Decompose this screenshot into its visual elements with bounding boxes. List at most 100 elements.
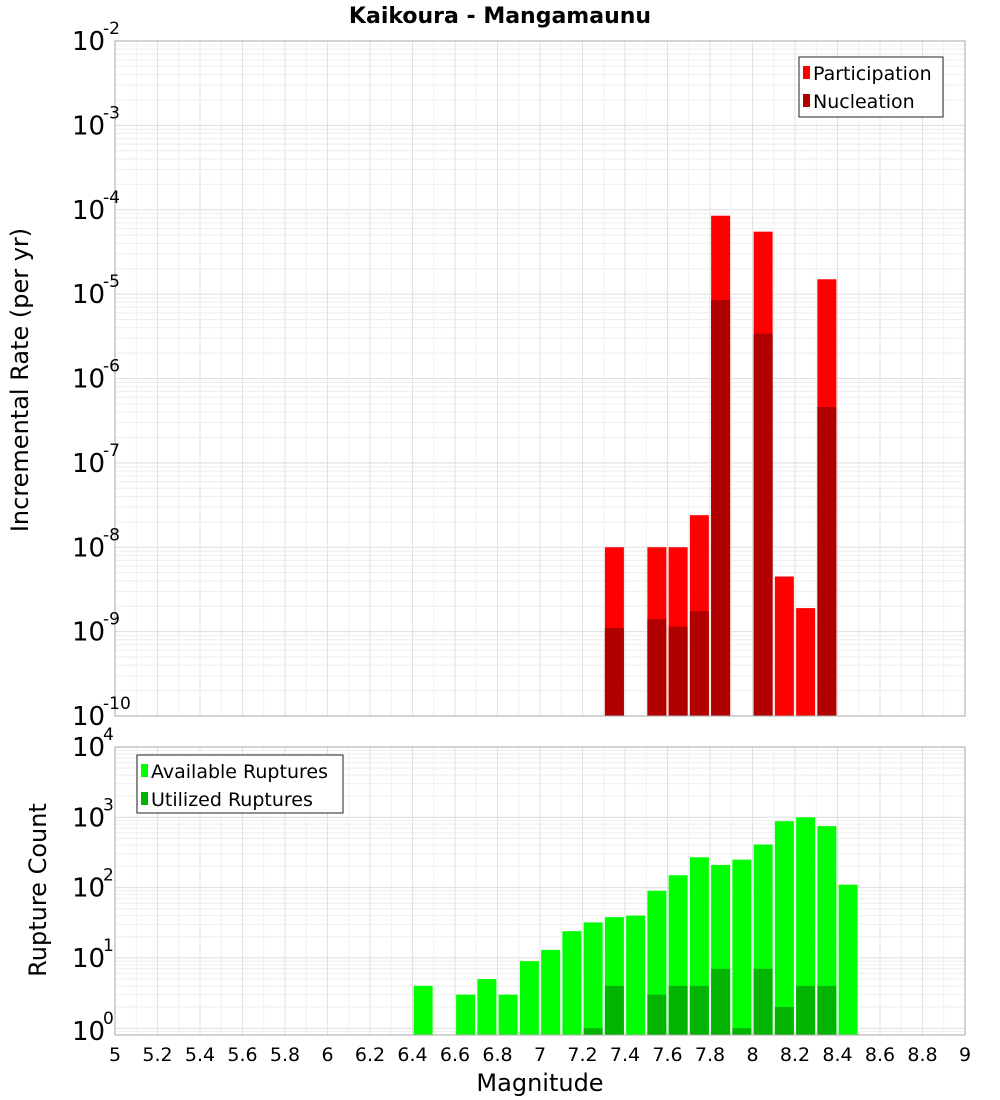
rate-panel: 10-1010-910-810-710-610-510-410-310-2Par… [72, 19, 966, 732]
rate-series-1 [604, 300, 837, 716]
x-tick-label: 7.2 [567, 1044, 597, 1066]
x-tick-label: 7 [534, 1044, 546, 1066]
x-tick-label: 6.4 [397, 1044, 427, 1066]
y-tick-exponent: -3 [103, 103, 120, 123]
bar [774, 1007, 794, 1035]
bar [668, 626, 688, 716]
y-tick-label: 10 [72, 280, 105, 310]
y-tick-exponent: -9 [103, 610, 120, 630]
legend-entry: Available Ruptures [151, 761, 328, 783]
legend-entry: Nucleation [813, 91, 915, 113]
bar [817, 826, 837, 1035]
bar [626, 915, 646, 1035]
bar [732, 859, 752, 1035]
rate-y-axis-label: Incremental Rate (per yr) [6, 228, 34, 532]
bar [796, 817, 816, 1035]
y-tick-label: 10 [72, 365, 105, 395]
legend-entry: Utilized Ruptures [151, 789, 313, 811]
x-tick-label: 8.8 [907, 1044, 937, 1066]
chart-title: Kaikoura - Mangamaunu [349, 4, 651, 29]
y-tick-exponent: -4 [103, 188, 120, 208]
count-series-0 [413, 817, 858, 1035]
rate-grid [114, 41, 966, 717]
bar [774, 576, 794, 716]
bar [796, 985, 816, 1035]
y-tick-label: 10 [72, 874, 105, 904]
legend-box [798, 56, 944, 118]
y-tick-exponent: 0 [103, 1009, 114, 1029]
x-tick-label: 8.6 [865, 1044, 895, 1066]
bar [647, 994, 667, 1035]
x-tick-label: 5 [109, 1044, 121, 1066]
x-tick-label: 6 [321, 1044, 333, 1066]
y-tick-label: 10 [72, 944, 105, 974]
x-tick-label: 7.4 [610, 1044, 640, 1066]
y-tick-label: 10 [72, 449, 105, 479]
x-tick-label: 8.2 [780, 1044, 810, 1066]
count-legend: Available Ruptures Utilized Ruptures [136, 754, 344, 814]
bar [583, 1028, 603, 1035]
x-tick-label: 9 [959, 1044, 971, 1066]
legend-box [136, 754, 344, 814]
x-tick-label: 5.6 [227, 1044, 257, 1066]
bar [689, 611, 709, 716]
y-tick-exponent: -8 [103, 525, 120, 545]
x-tick-label: 5.2 [142, 1044, 172, 1066]
y-tick-label: 10 [72, 1017, 105, 1047]
y-tick-label: 10 [72, 27, 105, 57]
y-tick-label: 10 [72, 733, 105, 763]
y-tick-exponent: -5 [103, 272, 120, 292]
bar [647, 619, 667, 716]
x-tick-label: 6.8 [482, 1044, 512, 1066]
legend-swatch [141, 792, 148, 805]
bar [732, 1028, 752, 1035]
bar [477, 979, 497, 1035]
count-plot-frame [114, 746, 966, 1036]
y-tick-exponent: 2 [103, 866, 114, 886]
x-tick-label: 8 [746, 1044, 758, 1066]
x-tick-label: 6.6 [440, 1044, 470, 1066]
y-tick-label: 10 [72, 111, 105, 141]
x-axis-label: Magnitude [476, 1069, 603, 1097]
y-tick-exponent: -6 [103, 357, 120, 377]
rate-legend: Participation Nucleation [798, 56, 944, 118]
y-tick-exponent: -7 [103, 441, 120, 461]
bar [541, 949, 561, 1035]
bar [817, 406, 837, 716]
x-tick-label: 8.4 [822, 1044, 852, 1066]
x-tick-label: 5.4 [185, 1044, 215, 1066]
y-tick-label: 10 [72, 533, 105, 563]
bar [753, 333, 773, 716]
y-tick-exponent: 1 [103, 936, 114, 956]
bar [711, 300, 731, 716]
bar [562, 931, 582, 1035]
bar [753, 968, 773, 1035]
bar [583, 922, 603, 1035]
legend-swatch [803, 66, 810, 79]
x-tick-label: 7.8 [695, 1044, 725, 1066]
y-tick-label: 10 [72, 702, 105, 732]
legend-entry: Participation [813, 63, 932, 85]
y-tick-label: 10 [72, 618, 105, 648]
rate-plot-frame [114, 40, 966, 717]
bar [817, 985, 837, 1035]
bar [711, 968, 731, 1035]
count-y-axis-label: Rupture Count [24, 803, 52, 977]
y-tick-label: 10 [72, 196, 105, 226]
bar [456, 994, 476, 1035]
legend-swatch [803, 94, 810, 107]
count-series-1 [583, 968, 837, 1035]
x-tick-label: 5.8 [270, 1044, 300, 1066]
x-tick-label: 6.2 [355, 1044, 385, 1066]
y-tick-exponent: -2 [103, 19, 120, 39]
bar [689, 985, 709, 1035]
bar [498, 994, 518, 1035]
bar [774, 821, 794, 1035]
y-tick-exponent: -10 [103, 694, 131, 714]
bar [604, 628, 624, 716]
y-tick-exponent: 3 [103, 795, 114, 815]
